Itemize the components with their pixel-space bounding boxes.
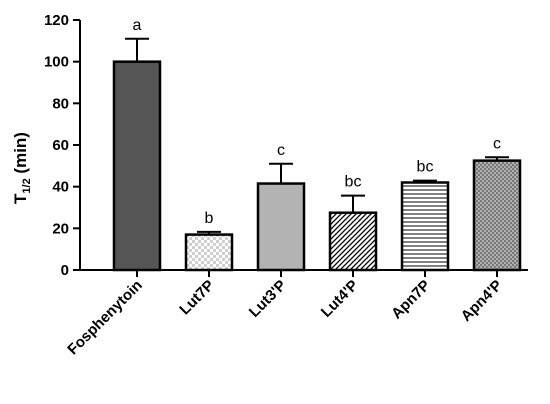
error-bar [197,230,221,235]
category-label: Lut4'P [318,277,362,321]
y-axis-title-unit: (min) [11,132,30,178]
y-tick-label: 100 [44,54,69,71]
y-axis: 0 20 40 60 80 100 120 [44,12,81,279]
y-tick-label: 80 [52,95,69,112]
category-labels: Fosphenytoin Lut7P Lut3'P Lut4'P Apn7P Apn4'P [64,277,506,359]
bar [328,211,378,272]
bar [184,233,234,272]
error-bar [341,194,365,213]
category-label: Lut3'P [246,277,290,321]
category-label: Fosphenytoin [64,277,146,359]
bar [256,182,306,272]
significance-label: b [205,210,214,227]
category-label: Apn4'P [458,277,506,325]
significance-label: c [493,135,501,152]
error-bar [485,156,509,161]
significance-label: bc [417,159,434,176]
significance-label: bc [345,174,362,191]
category-label: Lut7P [176,277,217,318]
bar [400,181,450,272]
y-axis-title: T1/2 (min) [11,132,33,204]
y-tick-label: 60 [52,137,69,154]
significance-label: a [133,17,142,34]
y-tick-label: 120 [44,12,69,29]
error-bars [125,37,509,235]
y-tick-label: 40 [52,179,69,196]
error-bar [269,162,293,184]
y-axis-title-subscript: 1/2 [21,178,33,193]
error-bar [125,37,149,62]
significance-label: c [277,142,285,159]
y-axis-title-main: T [11,193,30,204]
y-tick-label: 0 [61,262,69,279]
category-label: Apn7P [388,277,434,323]
error-bar [413,179,437,183]
bar [472,159,522,272]
bar [112,60,162,272]
bars [112,60,522,272]
y-tick-label: 20 [52,220,69,237]
